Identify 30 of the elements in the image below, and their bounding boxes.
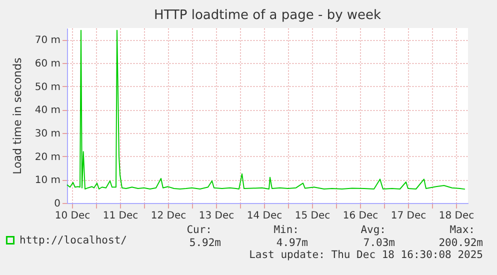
y-tick-label: 60 m bbox=[34, 58, 60, 70]
text: Min: bbox=[274, 224, 299, 236]
y-tick-label: 30 m bbox=[34, 128, 60, 140]
text: Avg: bbox=[360, 224, 386, 236]
x-tick-label: 16 Dec bbox=[342, 210, 378, 222]
y-tick-label: 40 m bbox=[34, 105, 60, 116]
y-tick-label: 10 m bbox=[34, 175, 60, 186]
text: Cur: bbox=[186, 224, 212, 236]
x-tick-label: 14 Dec bbox=[246, 210, 282, 222]
y-tick-label: 20 m bbox=[34, 152, 60, 163]
text: 5.92m bbox=[189, 237, 221, 249]
y-tick-label: 0 bbox=[54, 198, 60, 210]
line-series bbox=[66, 30, 466, 190]
y-tick-label: 70 m bbox=[34, 35, 60, 46]
x-tick-label: 10 Dec bbox=[54, 210, 90, 222]
x-tick-label: 12 Dec bbox=[150, 210, 186, 222]
chart-title: HTTP loadtime of a page - by week bbox=[154, 8, 382, 23]
x-tick-label: 15 Dec bbox=[294, 210, 330, 222]
y-tick-label: 50 m bbox=[34, 82, 60, 93]
text: 7.03m bbox=[363, 237, 395, 249]
text: 4.97m bbox=[276, 237, 308, 249]
x-tick-label: 17 Dec bbox=[390, 210, 426, 222]
x-tick-label: 18 Dec bbox=[438, 210, 474, 222]
text: Max: bbox=[450, 224, 475, 236]
x-tick-label: 13 Dec bbox=[198, 210, 234, 222]
x-tick-label: 11 Dec bbox=[102, 210, 138, 222]
text: 200.92m bbox=[438, 237, 483, 249]
text: Last update: Thu Dec 18 16:30:08 2025 bbox=[249, 249, 483, 261]
legend-label: http://localhost/ bbox=[20, 234, 127, 246]
y-axis-title: Load time in seconds bbox=[10, 57, 24, 174]
